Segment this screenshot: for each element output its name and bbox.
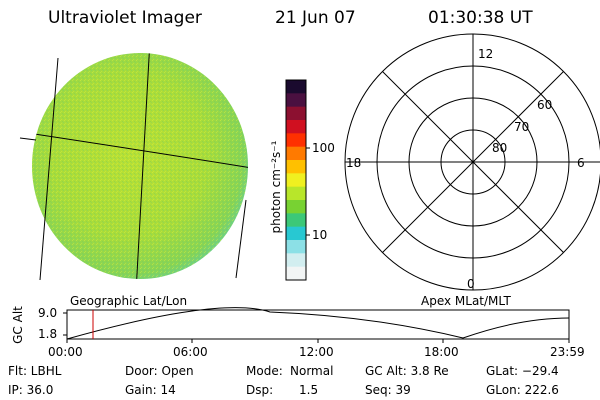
colorbar-swatch — [286, 226, 306, 241]
polar-label-6: 6 — [577, 156, 585, 170]
dsp-label: Dsp: — [246, 383, 274, 397]
mode-value: Normal — [290, 364, 334, 378]
colorbar-swatch — [286, 133, 306, 148]
altitude-x-tick-1800: 18:00 — [424, 345, 459, 359]
colorbar-swatch — [286, 266, 306, 281]
altitude-axis-label: GC Alt — [11, 306, 25, 344]
colorbar-swatch — [286, 80, 306, 94]
polar-axis-diagonal-2 — [382, 71, 564, 253]
dsp-value: 1.5 — [299, 383, 319, 397]
altitude-y-tick-1-8: 1.8 — [38, 327, 58, 341]
instrument-title: Ultraviolet Imager — [48, 8, 202, 28]
latitude-line-edge — [19, 137, 37, 141]
polar-label-0: 0 — [467, 277, 475, 291]
longitude-line-right — [235, 199, 247, 279]
colorbar-swatch — [286, 213, 306, 228]
latitude-line — [32, 129, 248, 169]
colorbar-swatch — [286, 160, 306, 174]
colorbar-swatch — [286, 186, 306, 201]
gc-alt-info: GC Alt: 3.8 Re — [365, 364, 449, 378]
colorbar-swatch — [286, 253, 306, 268]
colorbar-swatch — [286, 240, 306, 254]
polar-label-12: 12 — [478, 47, 494, 61]
longitude-line — [135, 53, 151, 279]
colorbar-swatch — [286, 106, 306, 121]
earth-image — [19, 53, 248, 281]
altitude-plot-frame — [66, 309, 570, 340]
colorbar-tick-label-10: 10 — [312, 228, 328, 242]
ip-info: IP: 36.0 — [8, 383, 54, 397]
altitude-y-tick-9: 9.0 — [38, 306, 58, 320]
altitude-x-tick-0600: 06:00 — [173, 345, 208, 359]
glat-info: GLat: −29.4 — [486, 364, 559, 378]
filter-info: Flt: LBHL — [8, 364, 62, 378]
mode-label: Mode: — [246, 364, 283, 378]
colorbar-swatch — [286, 146, 306, 161]
door-info: Door: Open — [125, 364, 194, 378]
altitude-x-tick-2359: 23:59 — [550, 345, 585, 359]
glon-info: GLon: 222.6 — [486, 383, 559, 397]
apex-label: Apex MLat/MLT — [421, 294, 511, 308]
observation-date: 21 Jun 07 — [275, 8, 356, 28]
observation-time: 01:30:38 UT — [428, 8, 533, 28]
polar-label-18: 18 — [346, 156, 362, 170]
colorbar-swatch — [286, 93, 306, 108]
colorbar — [285, 79, 310, 281]
colorbar-swatch — [286, 173, 306, 188]
altitude-plot — [63, 307, 570, 343]
gain-info: Gain: 14 — [125, 383, 176, 397]
altitude-curve — [66, 307, 570, 340]
polar-ring-label-60: 60 — [537, 98, 553, 112]
polar-ring-label-70: 70 — [514, 120, 530, 134]
colorbar-swatch — [286, 120, 306, 134]
polar-plot — [344, 33, 600, 291]
altitude-x-tick-0000: 00:00 — [48, 345, 83, 359]
geographic-label: Geographic Lat/Lon — [70, 294, 188, 308]
colorbar-swatch — [286, 200, 306, 214]
longitude-line-left — [39, 57, 59, 281]
colorbar-swatches — [286, 80, 306, 281]
polar-ring-label-80: 80 — [492, 141, 508, 155]
colorbar-unit-label: photon cm⁻²s⁻¹ — [269, 140, 283, 234]
colorbar-tick-label-100: 100 — [312, 141, 335, 155]
seq-info: Seq: 39 — [365, 383, 411, 397]
altitude-x-tick-1200: 12:00 — [299, 345, 334, 359]
